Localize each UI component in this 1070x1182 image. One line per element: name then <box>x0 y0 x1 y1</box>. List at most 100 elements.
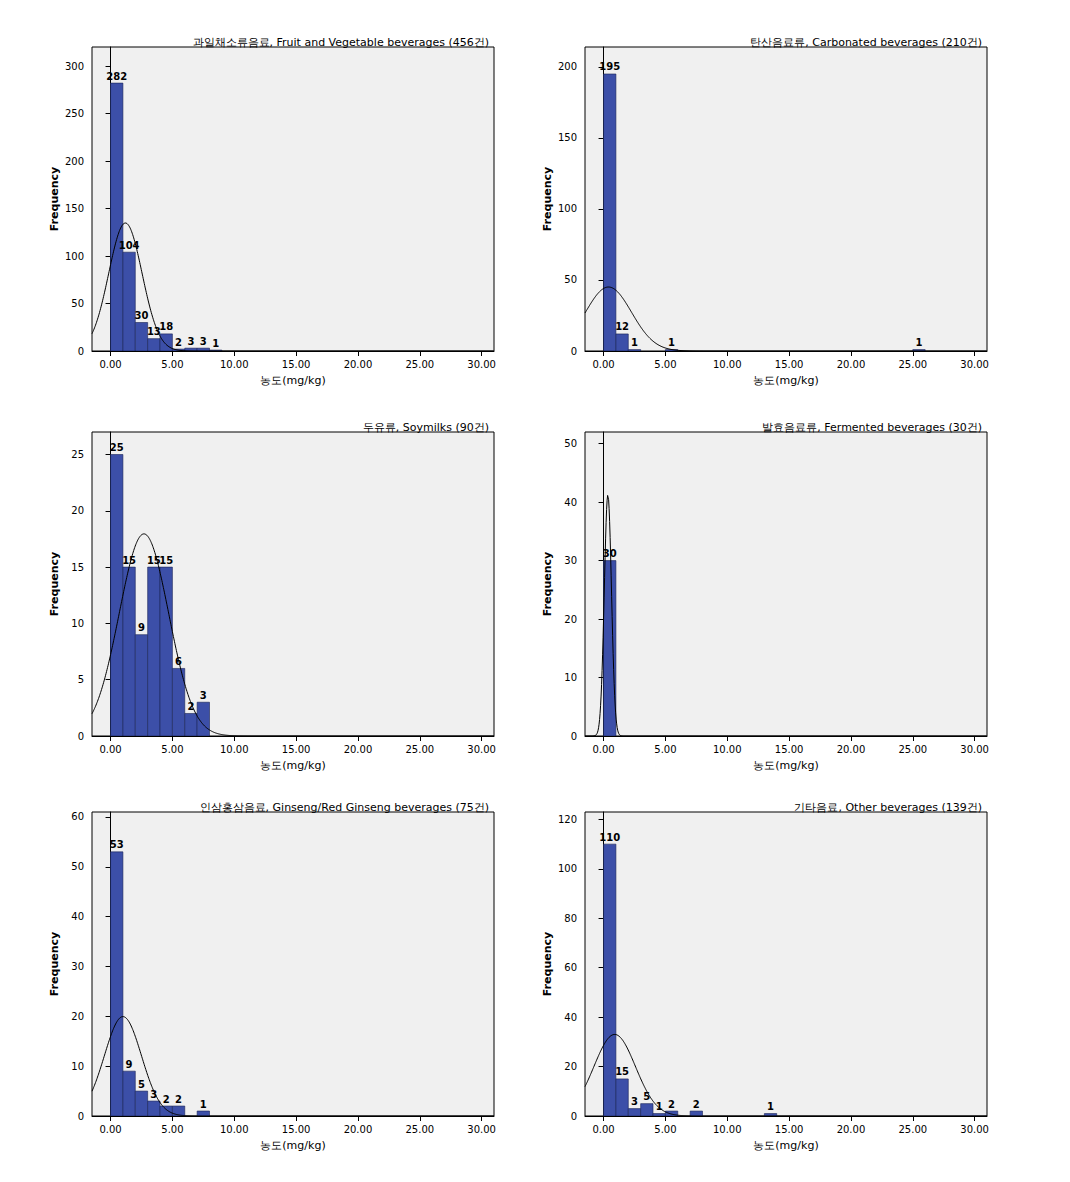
svg-text:100: 100 <box>558 203 577 214</box>
svg-text:5.00: 5.00 <box>161 744 183 755</box>
svg-text:0.00: 0.00 <box>592 1124 614 1135</box>
svg-text:농도(mg/kg): 농도(mg/kg) <box>260 1139 325 1152</box>
svg-text:2: 2 <box>693 1099 700 1110</box>
svg-text:Frequency: Frequency <box>541 552 554 616</box>
svg-text:100: 100 <box>558 863 577 874</box>
svg-text:10: 10 <box>71 618 84 629</box>
svg-text:5: 5 <box>138 1079 145 1090</box>
svg-text:1: 1 <box>212 338 219 349</box>
svg-text:25.00: 25.00 <box>898 359 927 370</box>
svg-text:20.00: 20.00 <box>837 1124 866 1135</box>
svg-text:15.00: 15.00 <box>282 1124 311 1135</box>
svg-text:15: 15 <box>122 555 136 566</box>
svg-text:인삼홍삼음료, Ginseng/Red Ginseng be: 인삼홍삼음료, Ginseng/Red Ginseng beverages (7… <box>200 801 489 814</box>
svg-text:9: 9 <box>138 622 145 633</box>
svg-text:100: 100 <box>65 251 84 262</box>
svg-text:12: 12 <box>615 321 629 332</box>
svg-text:0.00: 0.00 <box>99 1124 121 1135</box>
svg-text:0: 0 <box>78 1111 84 1122</box>
svg-text:30.00: 30.00 <box>960 744 989 755</box>
svg-text:1: 1 <box>915 337 922 348</box>
svg-text:0.00: 0.00 <box>592 744 614 755</box>
svg-text:25.00: 25.00 <box>405 744 434 755</box>
svg-text:195: 195 <box>599 61 620 72</box>
svg-text:25.00: 25.00 <box>405 1124 434 1135</box>
svg-text:Frequency: Frequency <box>541 167 554 231</box>
svg-text:15.00: 15.00 <box>775 1124 804 1135</box>
svg-text:20.00: 20.00 <box>837 744 866 755</box>
svg-text:30.00: 30.00 <box>960 359 989 370</box>
svg-text:5: 5 <box>643 1091 650 1102</box>
svg-text:3: 3 <box>200 336 207 347</box>
svg-text:15.00: 15.00 <box>775 744 804 755</box>
svg-text:150: 150 <box>65 203 84 214</box>
svg-text:20: 20 <box>564 614 577 625</box>
svg-text:20.00: 20.00 <box>344 359 373 370</box>
svg-text:농도(mg/kg): 농도(mg/kg) <box>260 374 325 387</box>
svg-text:25.00: 25.00 <box>405 359 434 370</box>
svg-text:탄산음료류, Carbonated beverages (2: 탄산음료류, Carbonated beverages (210건) <box>750 36 982 49</box>
svg-text:15.00: 15.00 <box>282 359 311 370</box>
svg-text:3: 3 <box>631 1096 638 1107</box>
svg-text:1: 1 <box>656 1101 663 1112</box>
svg-text:2: 2 <box>163 1094 170 1105</box>
svg-text:20: 20 <box>71 505 84 516</box>
svg-text:0: 0 <box>571 731 577 742</box>
svg-text:50: 50 <box>564 274 577 285</box>
svg-text:5.00: 5.00 <box>161 359 183 370</box>
svg-text:282: 282 <box>106 71 127 82</box>
svg-text:3: 3 <box>200 690 207 701</box>
svg-text:발효음료류, Fermented beverages (30: 발효음료류, Fermented beverages (30건) <box>762 421 982 434</box>
svg-text:10.00: 10.00 <box>220 1124 249 1135</box>
svg-text:5.00: 5.00 <box>654 744 676 755</box>
svg-text:9: 9 <box>126 1059 133 1070</box>
svg-text:200: 200 <box>558 61 577 72</box>
svg-text:0.00: 0.00 <box>592 359 614 370</box>
svg-text:30: 30 <box>71 961 84 972</box>
svg-text:25.00: 25.00 <box>898 1124 927 1135</box>
svg-text:50: 50 <box>564 438 577 449</box>
svg-text:0: 0 <box>571 1111 577 1122</box>
svg-text:0.00: 0.00 <box>99 744 121 755</box>
svg-text:20.00: 20.00 <box>837 359 866 370</box>
svg-text:25: 25 <box>71 449 84 460</box>
svg-text:0: 0 <box>78 346 84 357</box>
svg-text:Frequency: Frequency <box>541 932 554 996</box>
svg-text:20.00: 20.00 <box>344 744 373 755</box>
svg-text:30: 30 <box>564 555 577 566</box>
svg-text:0: 0 <box>571 346 577 357</box>
svg-text:30.00: 30.00 <box>960 1124 989 1135</box>
svg-text:20.00: 20.00 <box>344 1124 373 1135</box>
svg-text:250: 250 <box>65 108 84 119</box>
svg-text:1: 1 <box>200 1099 207 1110</box>
svg-text:2: 2 <box>175 1094 182 1105</box>
svg-text:150: 150 <box>558 132 577 143</box>
svg-text:1: 1 <box>668 337 675 348</box>
svg-text:25.00: 25.00 <box>898 744 927 755</box>
svg-text:5.00: 5.00 <box>654 1124 676 1135</box>
svg-text:30.00: 30.00 <box>467 1124 496 1135</box>
svg-text:농도(mg/kg): 농도(mg/kg) <box>260 759 325 772</box>
svg-text:10.00: 10.00 <box>713 744 742 755</box>
svg-text:53: 53 <box>110 839 124 850</box>
svg-text:0: 0 <box>78 731 84 742</box>
svg-text:15.00: 15.00 <box>775 359 804 370</box>
svg-text:15.00: 15.00 <box>282 744 311 755</box>
svg-text:80: 80 <box>564 913 577 924</box>
svg-text:농도(mg/kg): 농도(mg/kg) <box>753 1139 818 1152</box>
svg-text:60: 60 <box>564 962 577 973</box>
svg-text:20: 20 <box>564 1061 577 1072</box>
svg-text:50: 50 <box>71 861 84 872</box>
svg-text:18: 18 <box>159 321 173 332</box>
svg-text:10.00: 10.00 <box>220 359 249 370</box>
svg-text:2: 2 <box>668 1099 675 1110</box>
svg-text:40: 40 <box>564 1012 577 1023</box>
svg-text:25: 25 <box>110 442 124 453</box>
svg-text:15: 15 <box>615 1066 629 1077</box>
svg-text:2: 2 <box>175 337 182 348</box>
svg-text:20: 20 <box>71 1011 84 1022</box>
svg-text:15: 15 <box>71 562 84 573</box>
svg-text:120: 120 <box>558 814 577 825</box>
svg-text:40: 40 <box>564 497 577 508</box>
svg-text:농도(mg/kg): 농도(mg/kg) <box>753 374 818 387</box>
